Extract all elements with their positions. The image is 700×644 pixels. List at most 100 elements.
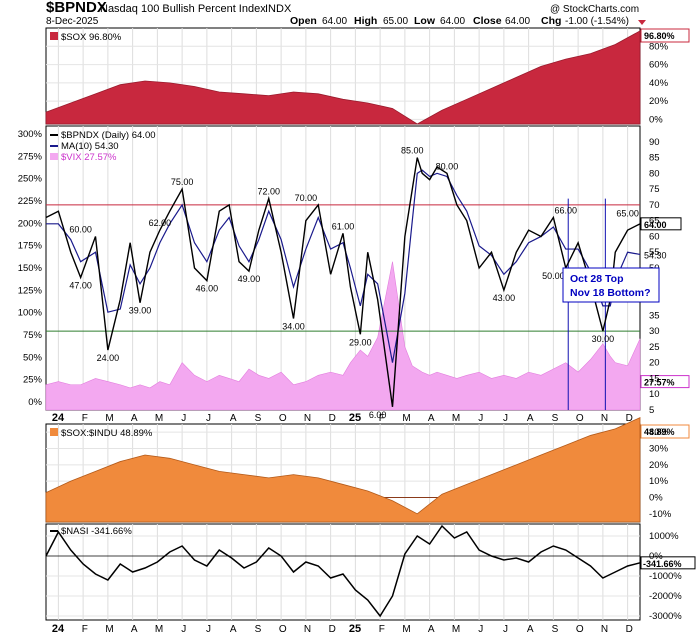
month-tick-label: S (552, 624, 559, 635)
ma-legend-text: MA(10) 54.30 (61, 141, 119, 152)
sox-indu-y-tick-label: 20% (649, 460, 669, 471)
ma10-line (46, 169, 641, 363)
nasi-y-tick-label: -2000% (649, 591, 682, 602)
bpndx-point-label: 85.00 (401, 146, 424, 156)
month-tick-label: S (552, 413, 559, 424)
bpndx-right-tick-label: 5 (649, 405, 654, 416)
month-tick-label: J (206, 624, 211, 635)
month-tick-label: M (402, 413, 410, 424)
sox-indu-y-tick-label: -10% (649, 509, 672, 520)
bpndx-right-tick-label: 60 (649, 231, 660, 242)
month-tick-label: J (478, 413, 483, 424)
bpndx-right-tick-label: 15 (649, 373, 660, 384)
month-tick-label: J (206, 413, 211, 424)
month-tick-label: N (601, 413, 608, 424)
sox-indu-plot: 48.89% (45, 417, 690, 523)
nasi-y-tick-label: 0% (649, 551, 663, 562)
bpndx-point-label: 39.00 (129, 306, 152, 316)
bpndx-point-label: 66.00 (554, 206, 577, 216)
bpndx-left-tick-label: 200% (18, 218, 43, 229)
bpndx-point-label: 70.00 (295, 193, 318, 203)
bpndx-left-tick-label: 225% (18, 196, 43, 207)
month-tick-label: M (155, 413, 163, 424)
month-tick-label: A (131, 413, 138, 424)
month-tick-label: M (452, 413, 460, 424)
bpndx-right-tick-label: 90 (649, 137, 660, 148)
sox-indu-y-tick-label: 0% (649, 493, 663, 504)
down-arrow-icon (638, 20, 646, 25)
bpndx-left-tick-label: 75% (23, 330, 43, 341)
symbol: $BPNDX (46, 0, 107, 16)
month-tick-label: M (402, 624, 410, 635)
year-tick-label: 25 (349, 623, 361, 635)
sox-indu-legend-text: $SOX:$INDU 48.89% (61, 428, 153, 439)
month-tick-label: N (304, 413, 311, 424)
nasi-y-tick-label: 1000% (649, 531, 679, 542)
sox-area (45, 30, 641, 125)
month-tick-label: J (503, 624, 508, 635)
top-bottom-annotation: Oct 28 Top Nov 18 Bottom? (562, 267, 660, 303)
month-tick-label: J (503, 413, 508, 424)
bpndx-point-label: 24.00 (97, 353, 120, 363)
open-value: 64.00 (322, 16, 347, 27)
nasi-last-value-label: -341.66% (643, 559, 682, 569)
bpndx-line (45, 157, 641, 407)
bpndx-right-tick-label: 70 (649, 200, 660, 211)
sox-y-tick-label: 80% (649, 41, 669, 52)
index-name: Nasdaq 100 Bullish Percent Index (100, 3, 266, 15)
sox-y-tick-label: 40% (649, 78, 669, 89)
bpndx-point-label: 30.00 (592, 334, 615, 344)
bpndx-right-tick-label: 85 (649, 153, 660, 164)
bpndx-right-tick-label: 55 (649, 247, 660, 258)
bpndx-right-tick-label: 80 (649, 168, 660, 179)
chart-header: $BPNDX Nasdaq 100 Bullish Percent Index … (46, 0, 646, 27)
bpndx-left-tick-label: 0% (28, 397, 42, 408)
month-tick-label: D (329, 624, 336, 635)
bpndx-plot: 60.00 47.00 24.00 39.00 62.00 75.00 46.00 49.00… (45, 146, 690, 420)
bpndx-point-label: 61.00 (332, 221, 355, 231)
bpndx-point-label: 50.00 (542, 271, 565, 281)
sox-indu-last-value-box (640, 424, 690, 439)
bpndx-right-tick-label: 10 (649, 389, 660, 400)
bpndx-point-label: 72.00 (257, 187, 280, 197)
bpndx-left-tick-label: 125% (18, 285, 43, 296)
month-tick-label: S (255, 624, 262, 635)
vix-last-value-label: 27.57% (644, 378, 675, 388)
month-tick-label: J (181, 413, 186, 424)
sox-legend: $SOX 96.80% (50, 32, 122, 43)
sox-y-tick-label: 20% (649, 96, 669, 107)
month-tick-label: O (576, 413, 584, 424)
bpndx-right-tick-label: 65 (649, 216, 660, 227)
bpndx-point-label: 65.00 (616, 209, 639, 219)
bpndx-left-tick-label: 275% (18, 151, 43, 162)
low-value: 64.00 (440, 16, 465, 27)
nasi-line (45, 524, 641, 618)
bpndx-left-tick-label: 50% (23, 352, 43, 363)
sox-indu-area (45, 417, 641, 523)
month-tick-label: S (255, 413, 262, 424)
month-tick-label: M (105, 624, 113, 635)
bpndx-point-label: 6.00 (369, 410, 387, 420)
month-tick-label: N (304, 624, 311, 635)
month-tick-label: A (527, 624, 534, 635)
month-tick-label: A (527, 413, 534, 424)
sox-indu-last-value-label: 48.89% (644, 427, 675, 437)
high-label: High (354, 15, 377, 27)
bpndx-right-tick-label: 25 (649, 342, 660, 353)
month-tick-label: O (576, 624, 584, 635)
month-tick-label: O (279, 624, 287, 635)
month-tick-label: M (155, 624, 163, 635)
close-value: 64.00 (505, 16, 530, 27)
vix-area (45, 261, 641, 411)
sox-legend-text: $SOX 96.80% (61, 32, 122, 43)
nasi-plot: -341.66% (45, 524, 696, 618)
sox-indu-y-tick-label: 30% (649, 444, 669, 455)
nasi-y-tick-label: -3000% (649, 611, 682, 622)
month-tick-label: F (82, 624, 88, 635)
sox-legend-swatch (50, 32, 58, 40)
vix-legend-text: $VIX 27.57% (61, 152, 117, 163)
nasi-y-tick-label: -1000% (649, 571, 682, 582)
bpndx-right-tick-label: 20 (649, 358, 660, 369)
nasi-last-value-box (640, 556, 696, 570)
